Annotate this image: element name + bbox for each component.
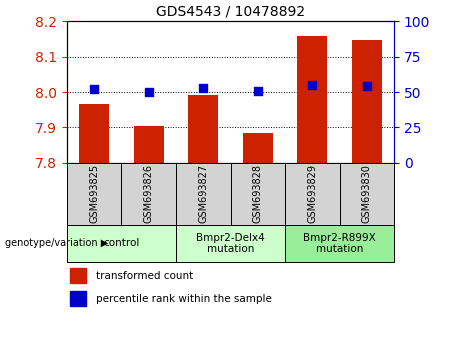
Bar [176,163,230,225]
Title: GDS4543 / 10478892: GDS4543 / 10478892 [156,5,305,19]
Bar [70,268,87,283]
Bar [297,36,327,163]
Bar [79,104,109,163]
Point [90,86,98,92]
Text: control: control [103,238,140,249]
Text: percentile rank within the sample: percentile rank within the sample [96,293,272,304]
Point [309,82,316,88]
Text: GSM693826: GSM693826 [144,164,154,223]
Point [200,85,207,91]
Text: transformed count: transformed count [96,271,194,281]
Point [145,89,152,95]
Bar [134,126,164,163]
Text: GSM693829: GSM693829 [307,164,317,223]
Text: GSM693825: GSM693825 [89,164,99,223]
Bar [67,163,121,225]
Text: GSM693830: GSM693830 [362,164,372,223]
Bar [176,225,285,262]
Point [363,84,371,89]
Bar [67,225,176,262]
Bar [340,163,394,225]
Bar [121,163,176,225]
Point [254,88,261,93]
Bar [285,225,394,262]
Text: GSM693828: GSM693828 [253,164,263,223]
Bar [243,133,273,163]
Text: GSM693827: GSM693827 [198,164,208,223]
Text: genotype/variation ▶: genotype/variation ▶ [5,238,108,249]
Bar [230,163,285,225]
Bar [285,163,340,225]
Bar [352,40,382,163]
Bar [188,95,218,163]
Text: Bmpr2-Delx4
mutation: Bmpr2-Delx4 mutation [196,233,265,254]
Bar [70,291,87,306]
Text: Bmpr2-R899X
mutation: Bmpr2-R899X mutation [303,233,376,254]
